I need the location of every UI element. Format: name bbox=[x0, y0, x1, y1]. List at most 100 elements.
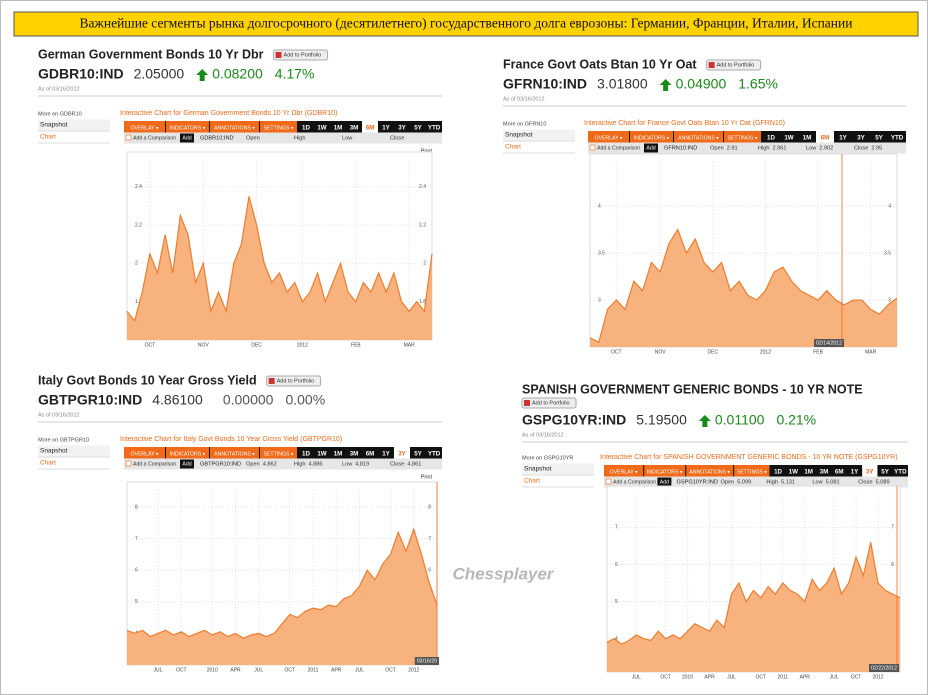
menu-label[interactable]: INDICATORS ▾ bbox=[634, 135, 670, 141]
add-label[interactable]: Add bbox=[660, 479, 669, 485]
range-button[interactable]: 5Y bbox=[414, 125, 422, 132]
nav-item[interactable]: Snapshot bbox=[40, 122, 68, 129]
menu-button[interactable] bbox=[260, 121, 297, 135]
range-button[interactable]: 1W bbox=[784, 135, 793, 142]
range-button[interactable]: 1Y bbox=[382, 451, 390, 458]
add-portfolio-button[interactable] bbox=[273, 49, 329, 61]
range-button[interactable]: 3M bbox=[350, 451, 359, 458]
print-link[interactable]: Print bbox=[421, 474, 433, 480]
range-button[interactable]: 6M bbox=[835, 469, 844, 476]
compare-label[interactable]: Add a Comparison bbox=[613, 479, 656, 485]
menu-label[interactable]: OVERLAY ▾ bbox=[610, 469, 638, 475]
menu-label[interactable]: OVERLAY ▾ bbox=[130, 125, 158, 131]
print-link[interactable]: Print bbox=[421, 148, 433, 154]
add-button[interactable] bbox=[644, 143, 658, 153]
add-portfolio-label[interactable]: Add to Portfolio bbox=[717, 62, 755, 68]
menu-label[interactable]: OVERLAY ▾ bbox=[594, 135, 622, 141]
range-button[interactable]: 3M bbox=[820, 469, 829, 476]
range-button[interactable]: 5Y bbox=[875, 135, 883, 142]
add-button[interactable] bbox=[657, 477, 672, 487]
compare-label[interactable]: Add a Comparison bbox=[133, 135, 176, 141]
menu-label[interactable]: SETTINGS ▾ bbox=[728, 135, 758, 141]
range-button[interactable]: 3Y bbox=[398, 125, 406, 132]
menu-button[interactable] bbox=[644, 465, 686, 479]
range-button[interactable]: YTD bbox=[428, 125, 441, 132]
range-button[interactable]: YTD bbox=[891, 135, 904, 142]
range-button[interactable]: 6M bbox=[821, 135, 830, 142]
nav-item[interactable]: Chart bbox=[505, 144, 521, 151]
menu-button[interactable] bbox=[210, 121, 259, 135]
range-button[interactable]: 1M bbox=[803, 135, 812, 142]
compare-checkbox[interactable] bbox=[605, 478, 612, 485]
add-button[interactable] bbox=[180, 133, 194, 143]
add-portfolio-label[interactable]: Add to Portfolio bbox=[532, 400, 570, 406]
menu-label[interactable]: INDICATORS ▾ bbox=[170, 125, 206, 131]
range-button[interactable]: 5Y bbox=[881, 469, 889, 476]
range-button[interactable]: 1M bbox=[334, 125, 343, 132]
range-button[interactable]: 5Y bbox=[414, 451, 422, 458]
menu-button[interactable] bbox=[724, 131, 761, 145]
nav-item[interactable]: Snapshot bbox=[505, 132, 533, 139]
add-label[interactable]: Add bbox=[646, 145, 655, 151]
range-button[interactable]: 1D bbox=[767, 135, 775, 142]
nav-item[interactable]: Snapshot bbox=[524, 466, 552, 473]
compare-checkbox[interactable] bbox=[125, 134, 132, 141]
range-button[interactable]: 1D bbox=[774, 469, 782, 476]
menu-button[interactable] bbox=[588, 131, 629, 145]
nav-item[interactable]: Snapshot bbox=[40, 448, 68, 455]
menu-button[interactable] bbox=[734, 465, 770, 479]
menu-label[interactable]: ANNOTATIONS ▾ bbox=[214, 451, 255, 457]
menu-button[interactable] bbox=[260, 447, 297, 461]
menu-button[interactable] bbox=[124, 447, 165, 461]
range-button[interactable]: 1Y bbox=[839, 135, 847, 142]
menu-button[interactable] bbox=[166, 447, 209, 461]
range-button[interactable]: 1W bbox=[317, 451, 326, 458]
range-button[interactable]: 3Y bbox=[398, 451, 406, 458]
menu-button[interactable] bbox=[674, 131, 723, 145]
range-button[interactable]: 1Y bbox=[851, 469, 859, 476]
range-button[interactable]: 3Y bbox=[866, 469, 874, 476]
range-button[interactable]: 3Y bbox=[857, 135, 865, 142]
menu-label[interactable]: INDICATORS ▾ bbox=[170, 451, 206, 457]
nav-item[interactable]: Chart bbox=[524, 478, 540, 485]
menu-button[interactable] bbox=[124, 121, 165, 135]
menu-label[interactable]: INDICATORS ▾ bbox=[647, 469, 683, 475]
range-button[interactable]: 6M bbox=[366, 451, 375, 458]
menu-label[interactable]: SETTINGS ▾ bbox=[737, 469, 767, 475]
range-button[interactable]: 1Y bbox=[382, 125, 390, 132]
range-button[interactable]: YTD bbox=[428, 451, 441, 458]
menu-label[interactable]: ANNOTATIONS ▾ bbox=[214, 125, 255, 131]
menu-button[interactable] bbox=[686, 465, 734, 479]
menu-label[interactable]: ANNOTATIONS ▾ bbox=[689, 469, 730, 475]
compare-label[interactable]: Add a Comparison bbox=[597, 145, 640, 151]
range-button[interactable]: 1D bbox=[302, 125, 310, 132]
range-button[interactable]: 1W bbox=[317, 125, 326, 132]
add-button[interactable] bbox=[180, 459, 194, 469]
add-portfolio-button[interactable] bbox=[266, 375, 322, 387]
add-portfolio-button[interactable] bbox=[706, 59, 762, 71]
menu-button[interactable] bbox=[166, 121, 209, 135]
menu-button[interactable] bbox=[604, 465, 644, 479]
compare-label[interactable]: Add a Comparison bbox=[133, 461, 176, 467]
range-button[interactable]: YTD bbox=[894, 469, 907, 476]
compare-checkbox[interactable] bbox=[589, 144, 596, 151]
menu-button[interactable] bbox=[210, 447, 259, 461]
menu-button[interactable] bbox=[630, 131, 673, 145]
compare-checkbox[interactable] bbox=[125, 460, 132, 467]
menu-label[interactable]: SETTINGS ▾ bbox=[264, 125, 294, 131]
range-button[interactable]: 3M bbox=[350, 125, 359, 132]
range-button[interactable]: 1M bbox=[334, 451, 343, 458]
add-portfolio-button[interactable] bbox=[521, 397, 577, 409]
nav-item[interactable]: Chart bbox=[40, 134, 56, 141]
add-label[interactable]: Add bbox=[182, 461, 191, 467]
range-button[interactable]: 1W bbox=[789, 469, 798, 476]
range-button[interactable]: 1D bbox=[302, 451, 310, 458]
menu-label[interactable]: SETTINGS ▾ bbox=[264, 451, 294, 457]
add-portfolio-label[interactable]: Add to Portfolio bbox=[284, 52, 322, 58]
nav-item[interactable]: Chart bbox=[40, 460, 56, 467]
menu-label[interactable]: OVERLAY ▾ bbox=[130, 451, 158, 457]
add-portfolio-label[interactable]: Add to Portfolio bbox=[277, 378, 315, 384]
range-button[interactable]: 1M bbox=[804, 469, 813, 476]
range-button[interactable]: 6M bbox=[366, 125, 375, 132]
menu-label[interactable]: ANNOTATIONS ▾ bbox=[678, 135, 719, 141]
